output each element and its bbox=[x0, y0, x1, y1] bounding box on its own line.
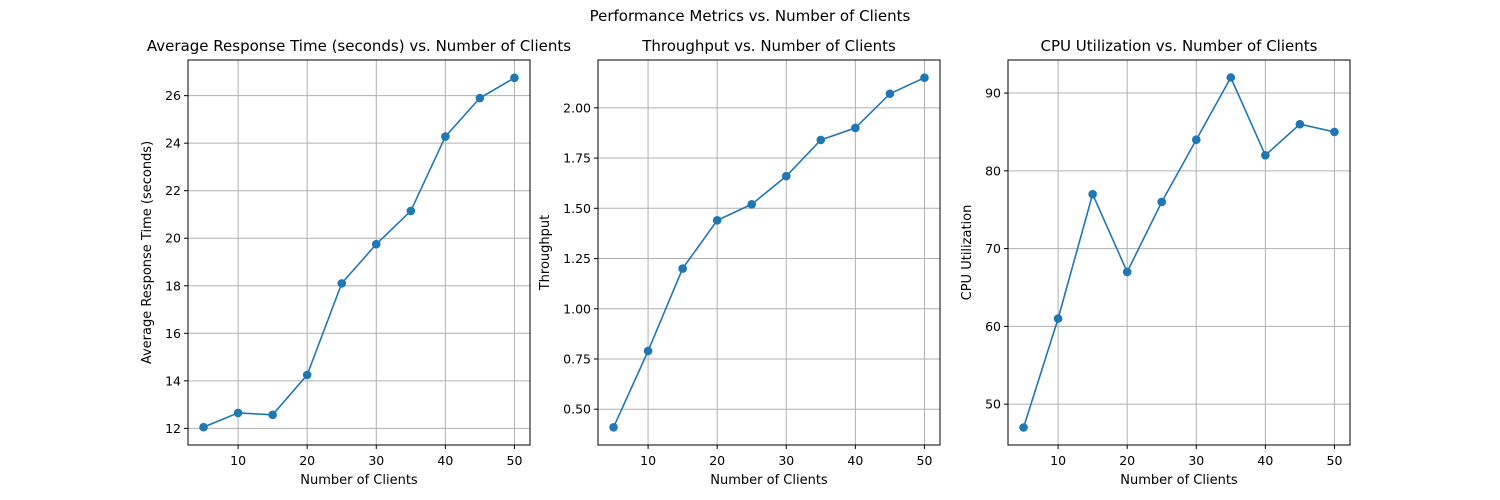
data-point bbox=[1330, 127, 1339, 137]
data-point bbox=[1226, 73, 1236, 82]
axes-frame bbox=[597, 59, 941, 446]
series-line bbox=[1022, 75, 1335, 428]
data-point bbox=[747, 199, 757, 209]
y-tick-label: 12 bbox=[165, 421, 181, 436]
data-point bbox=[609, 423, 618, 432]
data-point bbox=[1122, 267, 1132, 277]
x-axis-label: Number of Clients bbox=[300, 473, 418, 488]
data-point bbox=[1295, 119, 1305, 129]
x-tick-label: 40 bbox=[1257, 453, 1273, 468]
y-axis-label: CPU Utilization bbox=[960, 205, 975, 301]
data-point bbox=[816, 135, 826, 145]
x-tick-label: 10 bbox=[640, 453, 656, 468]
y-tick-label: 1.50 bbox=[563, 201, 591, 216]
y-tick-label: 20 bbox=[165, 231, 181, 246]
data-point bbox=[302, 370, 312, 380]
data-point bbox=[712, 216, 722, 225]
data-point bbox=[406, 206, 416, 216]
subplot-2: 10 20 30 40 50 0.50 0.75 1.00 1.25 1.50 1.75 2.00 Th… bbox=[538, 37, 941, 488]
y-tick-label: 18 bbox=[165, 278, 181, 293]
x-axis-label: Number of Clients bbox=[710, 473, 828, 488]
x-tick-label: 10 bbox=[1050, 453, 1066, 468]
figure-suptitle: Performance Metrics vs. Number of Client… bbox=[590, 7, 911, 25]
x-tick-label: 30 bbox=[778, 453, 794, 468]
y-tick-label: 26 bbox=[165, 88, 181, 103]
y-tick-label: 16 bbox=[165, 326, 181, 341]
y-tick-label: 60 bbox=[985, 319, 1001, 334]
subplot-title: Throughput vs. Number of Clients bbox=[641, 37, 896, 55]
x-tick-label: 20 bbox=[299, 453, 315, 468]
y-tick-label: 2.00 bbox=[563, 100, 591, 115]
x-tick-label: 30 bbox=[368, 453, 384, 468]
x-tick-label: 40 bbox=[847, 453, 863, 468]
x-tick-label: 50 bbox=[1327, 453, 1343, 468]
data-point bbox=[1261, 150, 1270, 160]
y-axis-label: Average Response Time (seconds) bbox=[140, 141, 155, 364]
y-tick-label: 1.25 bbox=[563, 251, 591, 266]
x-tick-label: 10 bbox=[230, 453, 246, 468]
data-point bbox=[337, 279, 347, 288]
data-point bbox=[1191, 135, 1201, 145]
y-tick-label: 50 bbox=[985, 397, 1001, 412]
subplot-3: 10 20 30 40 50 50 60 70 80 90 CPU Utilization vs. … bbox=[960, 37, 1351, 488]
y-tick-label: 90 bbox=[985, 86, 1001, 101]
series-line bbox=[612, 76, 925, 428]
y-tick-label: 70 bbox=[985, 241, 1001, 256]
axes-frame bbox=[1007, 59, 1351, 446]
data-point bbox=[1019, 423, 1028, 432]
data-point bbox=[268, 410, 277, 420]
data-point bbox=[1088, 189, 1097, 199]
y-tick-label: 22 bbox=[165, 183, 181, 198]
data-point bbox=[643, 346, 653, 356]
data-point bbox=[199, 422, 208, 432]
y-axis-label: Throughput bbox=[538, 215, 553, 292]
subplot-title: Average Response Time (seconds) vs. Numb… bbox=[147, 37, 571, 55]
x-tick-label: 20 bbox=[1119, 453, 1135, 468]
y-tick-label: 1.75 bbox=[563, 151, 591, 166]
data-point bbox=[781, 171, 791, 181]
subplot-title: CPU Utilization vs. Number of Clients bbox=[1041, 37, 1318, 55]
data-point bbox=[475, 93, 485, 103]
series-line bbox=[203, 77, 515, 428]
y-tick-label: 0.50 bbox=[563, 402, 591, 417]
x-tick-label: 20 bbox=[709, 453, 725, 468]
axes-frame bbox=[187, 59, 531, 446]
data-point bbox=[851, 123, 860, 133]
subplot-1: 10 20 30 40 50 12 14 16 18 20 22 24 26 Average Respon… bbox=[140, 37, 571, 488]
data-point bbox=[1053, 314, 1063, 323]
data-point bbox=[1157, 197, 1167, 207]
data-point bbox=[233, 408, 243, 418]
y-tick-label: 24 bbox=[165, 136, 181, 151]
y-tick-label: 80 bbox=[985, 163, 1001, 178]
data-point bbox=[441, 132, 450, 141]
x-tick-label: 30 bbox=[1188, 453, 1204, 468]
x-tick-label: 50 bbox=[507, 453, 523, 468]
data-point bbox=[885, 89, 895, 99]
data-point bbox=[920, 73, 929, 82]
data-point bbox=[678, 264, 687, 273]
x-tick-label: 50 bbox=[917, 453, 933, 468]
x-axis-label: Number of Clients bbox=[1120, 473, 1238, 488]
y-tick-label: 0.75 bbox=[563, 351, 591, 366]
y-tick-label: 14 bbox=[165, 373, 181, 388]
data-point bbox=[371, 239, 381, 249]
x-tick-label: 40 bbox=[437, 453, 453, 468]
y-tick-label: 1.00 bbox=[563, 301, 591, 316]
data-point bbox=[510, 73, 519, 83]
